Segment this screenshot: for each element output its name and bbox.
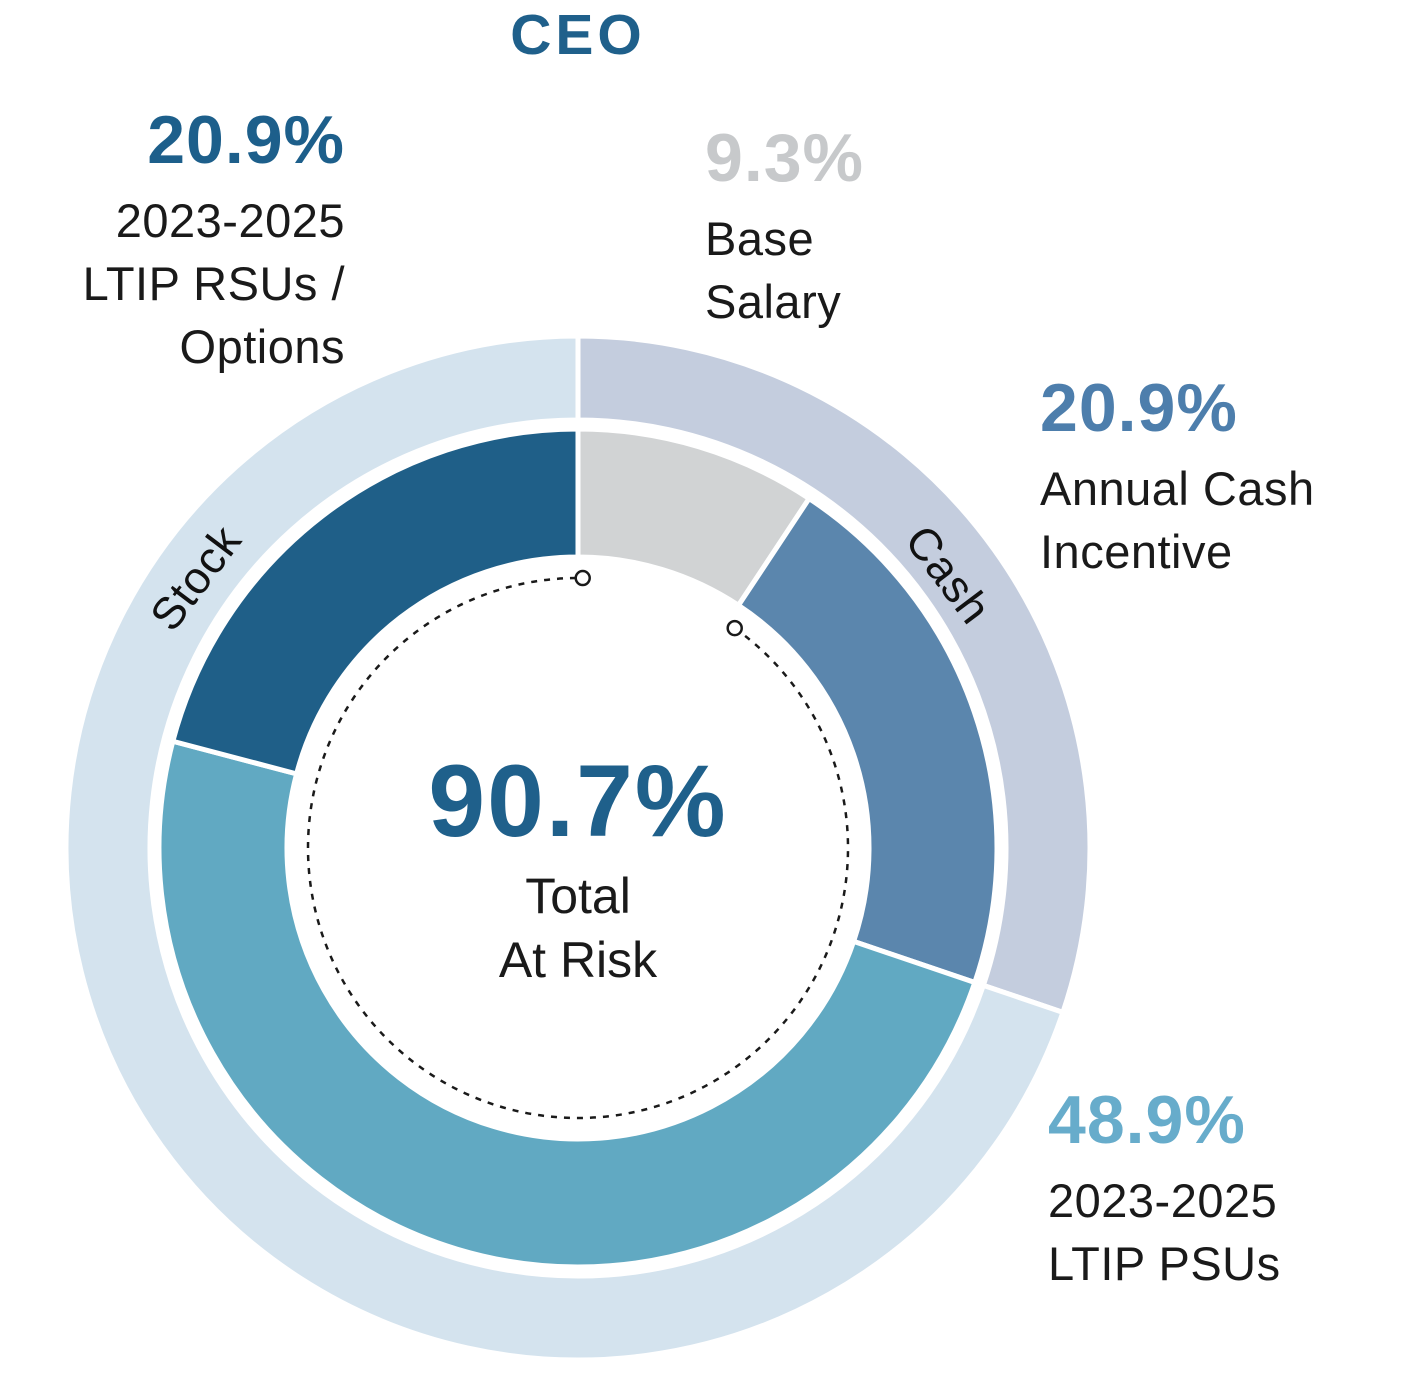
- inner-segment-2023-2025-ltip-psus: [156, 738, 978, 1270]
- inner-segment-2023-2025-ltip-rsus-options: [170, 426, 581, 777]
- callout-label-line: 2023-2025: [115, 194, 345, 248]
- chart-title: CEO: [510, 3, 646, 67]
- callout-pct: 48.9%: [1048, 1082, 1246, 1158]
- callout-ltip-rsus-options: 20.9% 2023-2025 LTIP RSUs / Options: [82, 102, 345, 378]
- callout-label-line: Annual Cash: [1040, 462, 1315, 516]
- callout-pct: 20.9%: [1040, 370, 1238, 446]
- callout-ltip-psus: 48.9% 2023-2025 LTIP PSUs: [1048, 1082, 1281, 1295]
- callout-label-line: LTIP RSUs /: [82, 257, 345, 311]
- outer-segment-stock: [63, 333, 1066, 1363]
- callout-annual-cash-incentive: 20.9% Annual Cash Incentive: [1040, 370, 1315, 583]
- total-at-risk-label: 90.7% Total At Risk: [428, 750, 727, 992]
- callout-label-line: Base: [705, 212, 815, 266]
- total-at-risk-line: Total: [525, 868, 631, 924]
- at-risk-arc-endpoint-marker: [726, 619, 743, 637]
- at-risk-arc-endpoint-marker: [574, 569, 591, 587]
- callout-pct: 20.9%: [147, 102, 345, 178]
- callout-label-line: Salary: [705, 275, 842, 329]
- total-at-risk-line: At Risk: [498, 932, 658, 988]
- callout-base-salary: 9.3% Base Salary: [705, 120, 864, 333]
- callout-label-line: 2023-2025: [1048, 1174, 1278, 1228]
- total-at-risk-pct: 90.7%: [428, 744, 728, 858]
- callout-pct: 9.3%: [705, 120, 864, 196]
- callout-label-line: Incentive: [1040, 525, 1233, 579]
- inner-segment-annual-cash-incentive: [736, 496, 1000, 985]
- callout-label-line: Options: [179, 320, 345, 374]
- callout-label-line: LTIP PSUs: [1048, 1237, 1281, 1291]
